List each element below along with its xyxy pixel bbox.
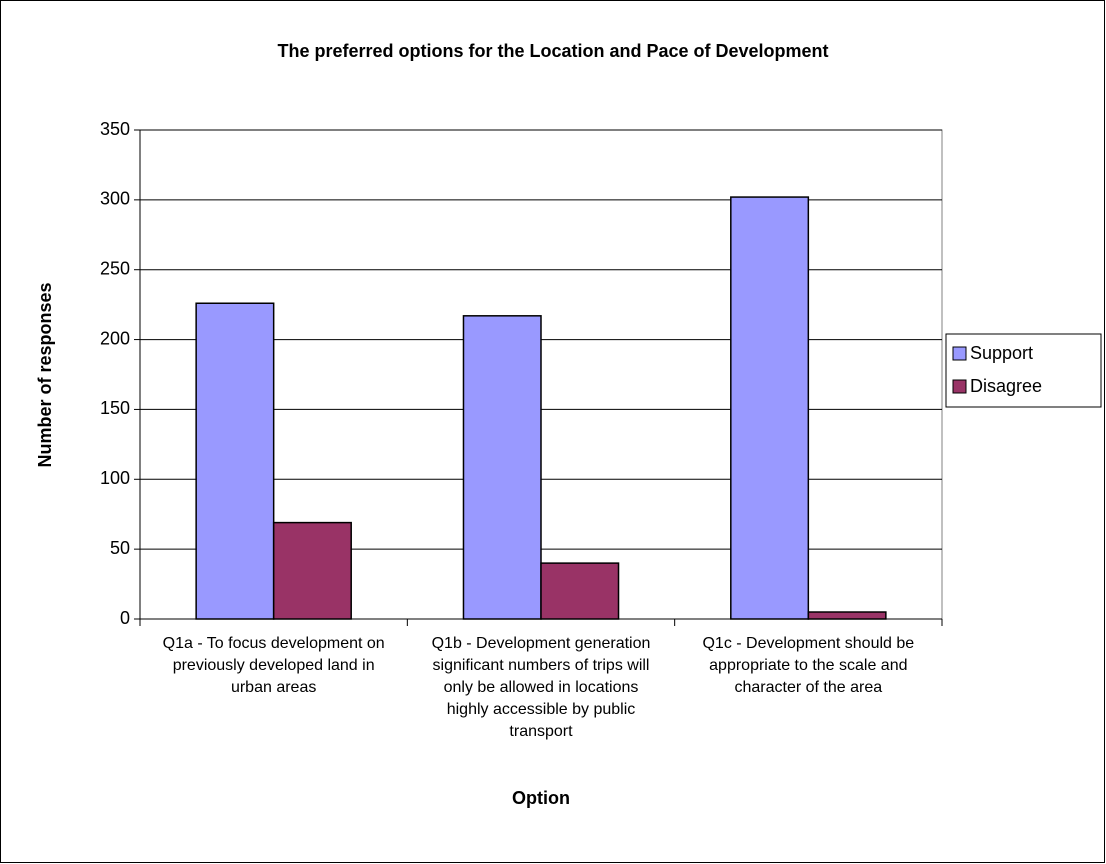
y-tick-label: 200: [100, 328, 130, 348]
legend-swatch: [952, 346, 967, 361]
chart-title: The preferred options for the Location a…: [277, 41, 828, 61]
y-tick-label: 0: [120, 608, 130, 628]
y-tick-label: 100: [100, 468, 130, 488]
y-tick-label: 150: [100, 398, 130, 418]
bar: [730, 196, 810, 620]
legend-label: Support: [970, 343, 1033, 363]
x-tick-label: Q1a - To focus development on previously…: [162, 635, 385, 696]
bar: [540, 562, 620, 620]
x-tick-label-box: Q1c - Development should be appropriate …: [702, 635, 915, 696]
x-tick-label-box: Q1a - To focus development on previously…: [162, 635, 385, 696]
bar: [272, 521, 352, 620]
bar: [195, 302, 275, 620]
bar: [462, 315, 542, 620]
y-tick-label: 300: [100, 189, 130, 209]
y-tick-label: 50: [110, 538, 130, 558]
x-tick-label-box: Q1b - Development generation significant…: [431, 635, 651, 740]
x-tick-label: Q1b - Development generation significant…: [431, 635, 651, 740]
y-axis-label: Number of responses: [35, 282, 55, 467]
legend-label: Disagree: [970, 376, 1042, 396]
y-tick-label: 350: [100, 119, 130, 139]
legend-box: [945, 333, 1102, 408]
bar: [807, 611, 887, 620]
y-tick-label: 250: [100, 258, 130, 278]
x-axis-label: Option: [512, 788, 570, 808]
legend-swatch: [952, 379, 967, 394]
x-tick-label: Q1c - Development should be appropriate …: [702, 635, 915, 696]
